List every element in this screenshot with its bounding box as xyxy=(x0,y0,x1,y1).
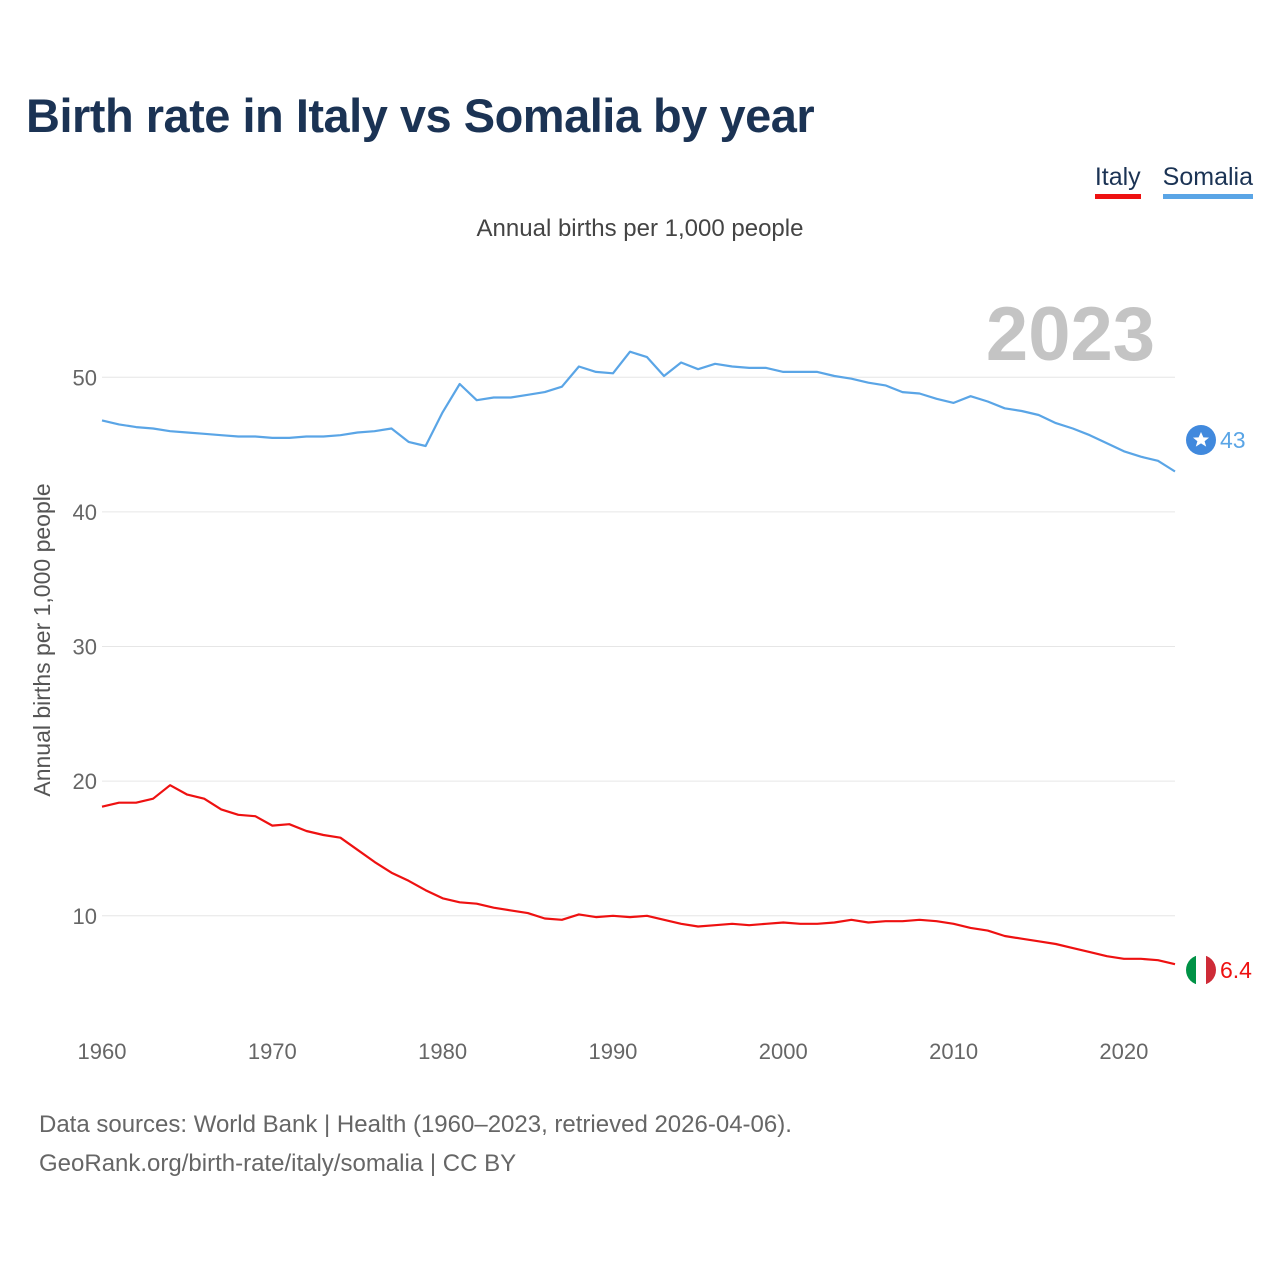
chart-subtitle: Annual births per 1,000 people xyxy=(476,215,804,242)
y-tick-label: 50 xyxy=(73,365,97,390)
chart-title: Birth rate in Italy vs Somalia by year xyxy=(26,89,815,142)
x-tick-label: 2000 xyxy=(759,1039,808,1064)
series-line-somalia[interactable] xyxy=(101,350,1176,473)
somalia-end-value: 43 xyxy=(1220,427,1246,453)
gridlines xyxy=(102,376,1175,917)
year-watermark: 2023 xyxy=(986,292,1155,377)
italy-end-value: 6.4 xyxy=(1220,957,1252,983)
y-tick-label: 40 xyxy=(73,500,97,525)
italy-flag-icon xyxy=(1186,955,1216,985)
legend-item-somalia[interactable]: Somalia xyxy=(1162,163,1253,199)
x-axis-ticks: 1960 1970 1980 1990 2000 2010 2020 xyxy=(78,1039,1149,1064)
y-tick-label: 30 xyxy=(73,635,97,660)
somalia-flag-icon xyxy=(1186,425,1216,455)
x-tick-label: 1970 xyxy=(248,1039,297,1064)
x-tick-label: 2020 xyxy=(1099,1039,1148,1064)
legend: Italy Somalia xyxy=(1094,163,1253,199)
series-group xyxy=(101,350,1176,966)
x-tick-label: 1980 xyxy=(418,1039,467,1064)
x-tick-label: 2010 xyxy=(929,1039,978,1064)
y-axis-ticks: 10 20 30 40 50 xyxy=(73,365,97,928)
x-tick-label: 1990 xyxy=(588,1039,637,1064)
x-tick-label: 1960 xyxy=(78,1039,127,1064)
footer: Data sources: World Bank | Health (1960–… xyxy=(39,1105,792,1183)
y-axis-title: Annual births per 1,000 people xyxy=(29,483,55,796)
y-tick-label: 20 xyxy=(73,769,97,794)
y-tick-label: 10 xyxy=(73,904,97,929)
source-note: Data sources: World Bank | Health (1960–… xyxy=(39,1111,792,1138)
series-line-italy[interactable] xyxy=(101,784,1176,966)
source-link[interactable]: GeoRank.org/birth-rate/italy/somalia | C… xyxy=(39,1150,517,1177)
legend-item-italy[interactable]: Italy xyxy=(1094,163,1141,199)
